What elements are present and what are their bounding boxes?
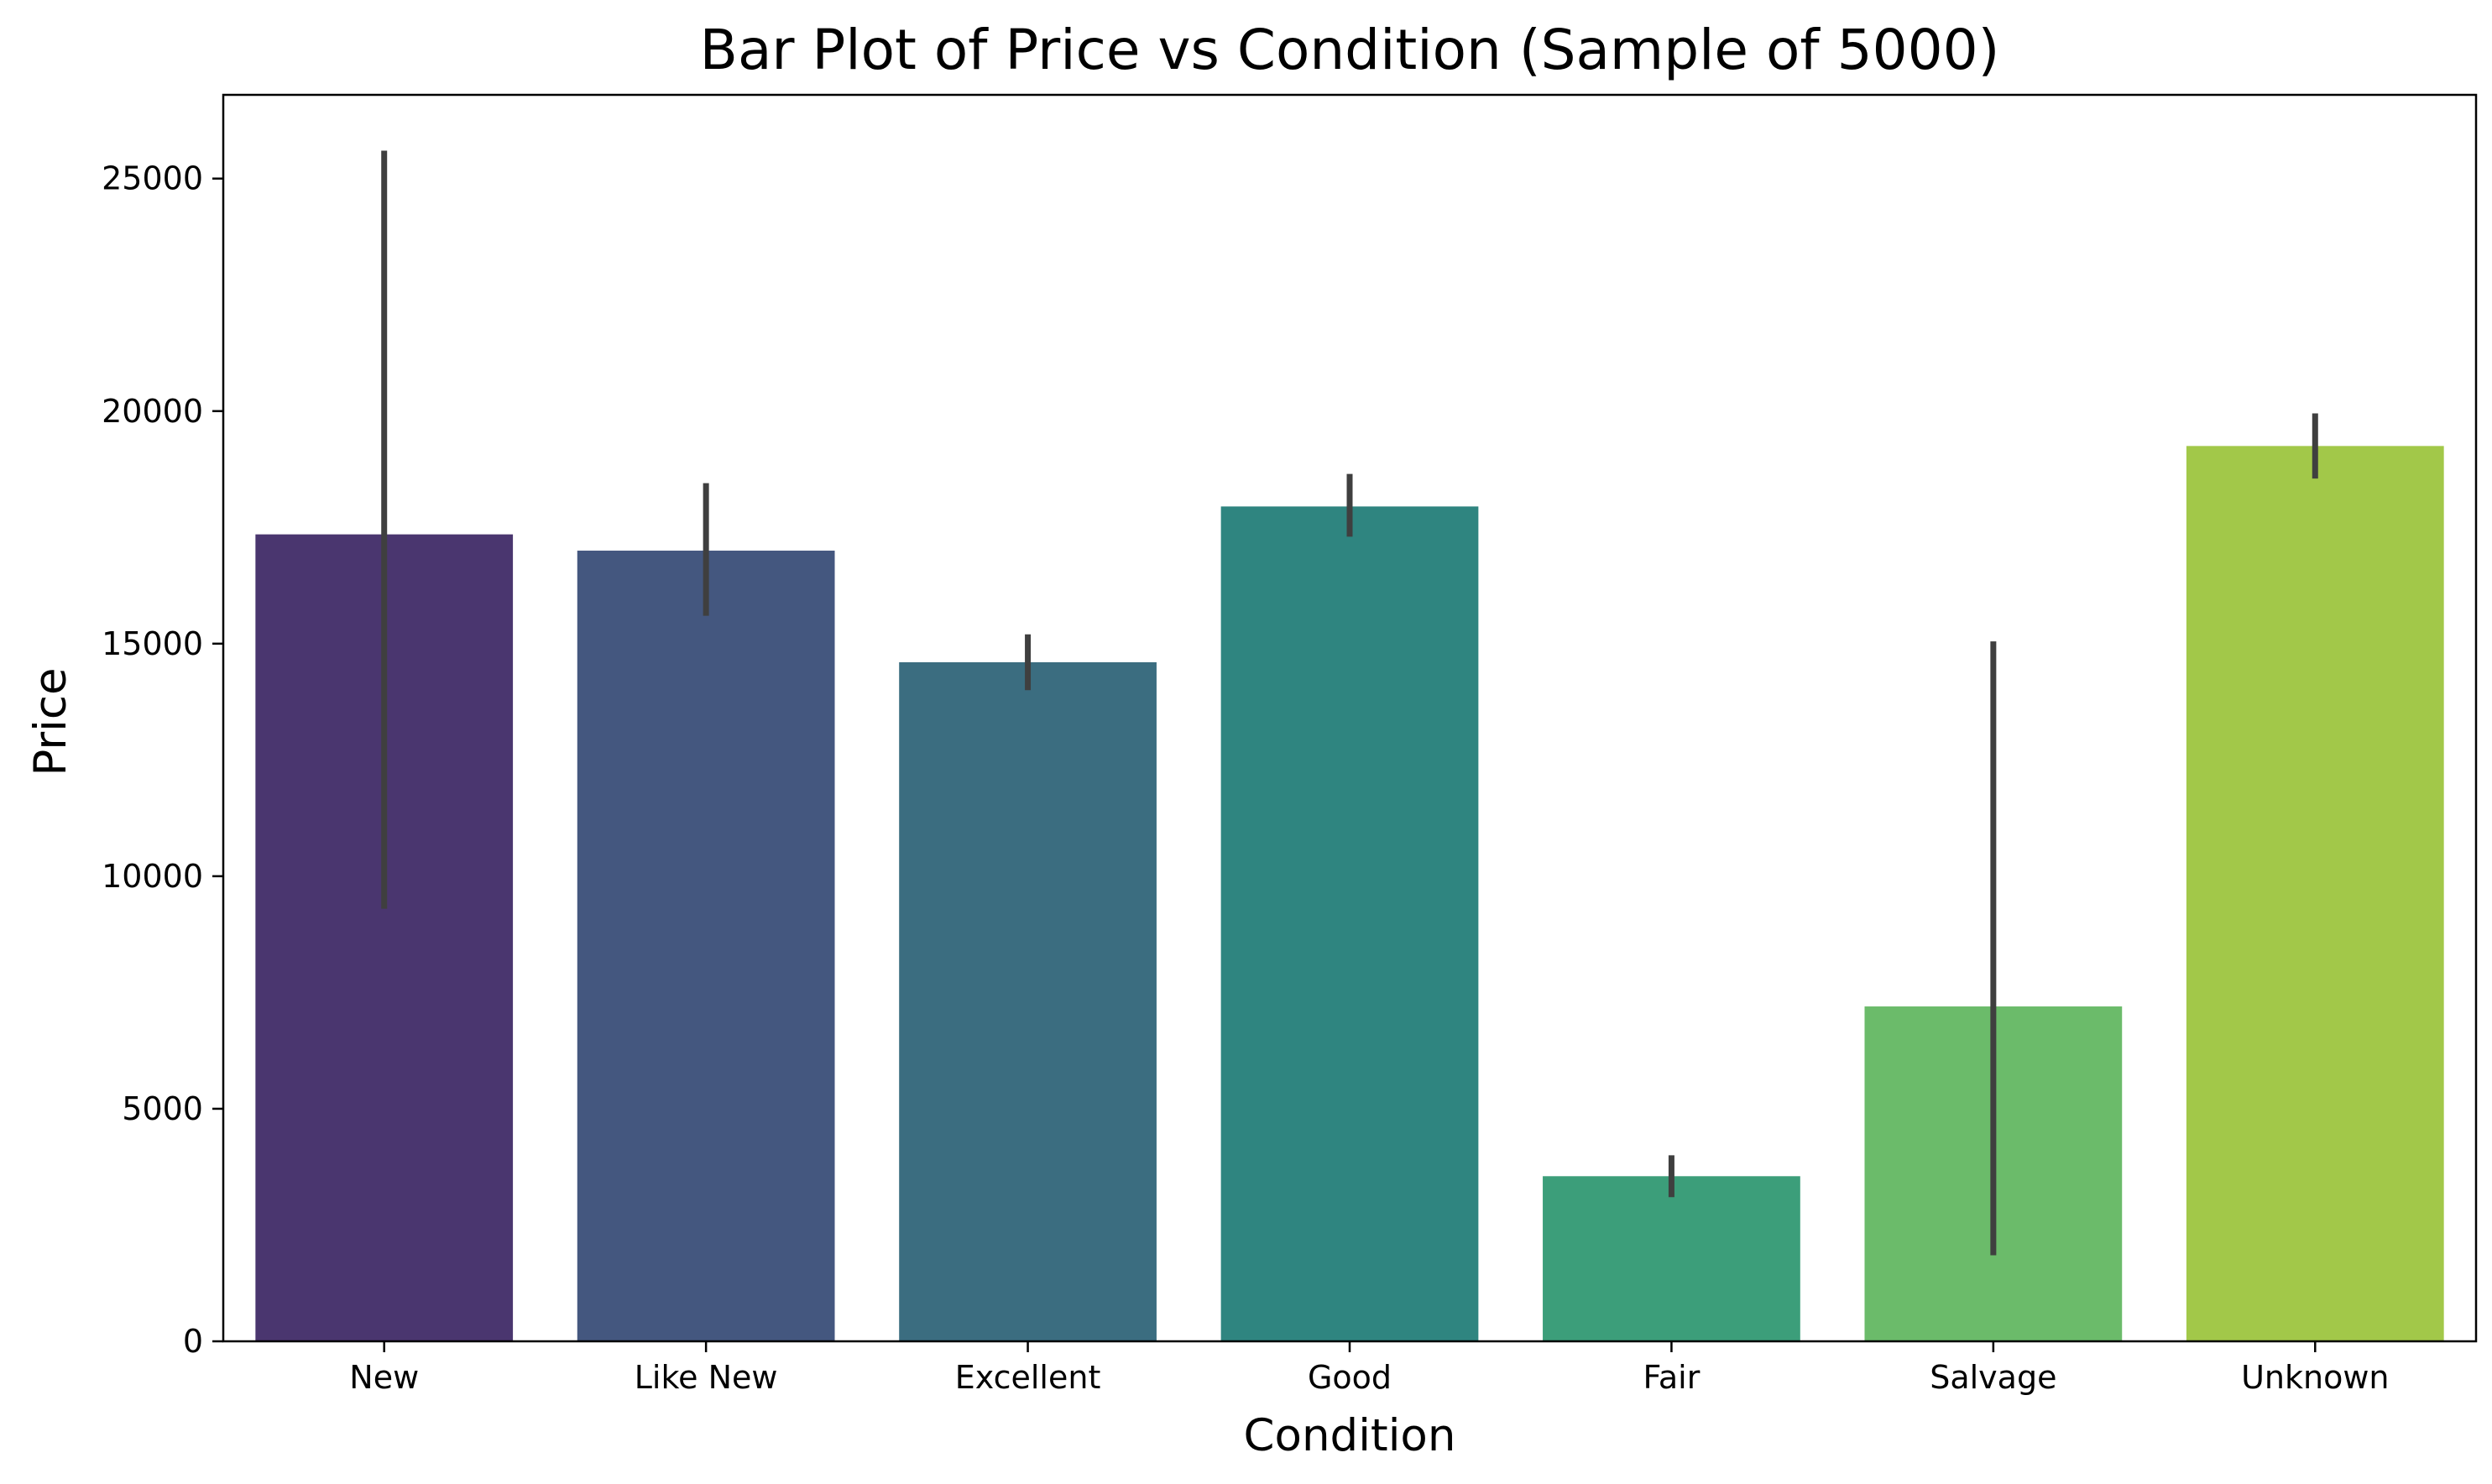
y-tick-label: 5000: [122, 1090, 203, 1127]
bar-good: [1220, 506, 1479, 1341]
x-axis-ticks: New Like New Excellent Good Fair Salvage Unkno…: [349, 1341, 2389, 1396]
bar-fair: [1543, 1176, 1800, 1341]
y-axis-ticks: 0 5000 10000 15000 20000 25000: [102, 160, 223, 1360]
x-tick-label: Excellent: [955, 1359, 1101, 1396]
x-axis-label: Condition: [1244, 1410, 1456, 1461]
x-tick-label: Salvage: [1930, 1359, 2056, 1396]
x-tick-label: Unknown: [2241, 1359, 2389, 1396]
bars-group: [255, 446, 2444, 1341]
bar-like-new: [577, 551, 835, 1341]
bar-unknown: [2186, 446, 2444, 1341]
y-tick-label: 20000: [102, 393, 203, 430]
error-bars-group: [381, 150, 2318, 1256]
y-tick-label: 10000: [102, 858, 203, 895]
y-tick-label: 0: [183, 1323, 203, 1360]
y-tick-label: 25000: [102, 160, 203, 197]
plot-frame: [222, 93, 2478, 1343]
x-tick-label: Fair: [1643, 1359, 1701, 1396]
chart-title: Bar Plot of Price vs Condition (Sample o…: [700, 18, 2000, 82]
x-tick-label: Good: [1308, 1359, 1392, 1396]
bar-excellent: [899, 662, 1157, 1341]
y-tick-label: 15000: [102, 625, 203, 662]
x-tick-label: Like New: [635, 1359, 778, 1396]
y-axis-label: Price: [25, 667, 76, 776]
x-tick-label: New: [349, 1359, 419, 1396]
